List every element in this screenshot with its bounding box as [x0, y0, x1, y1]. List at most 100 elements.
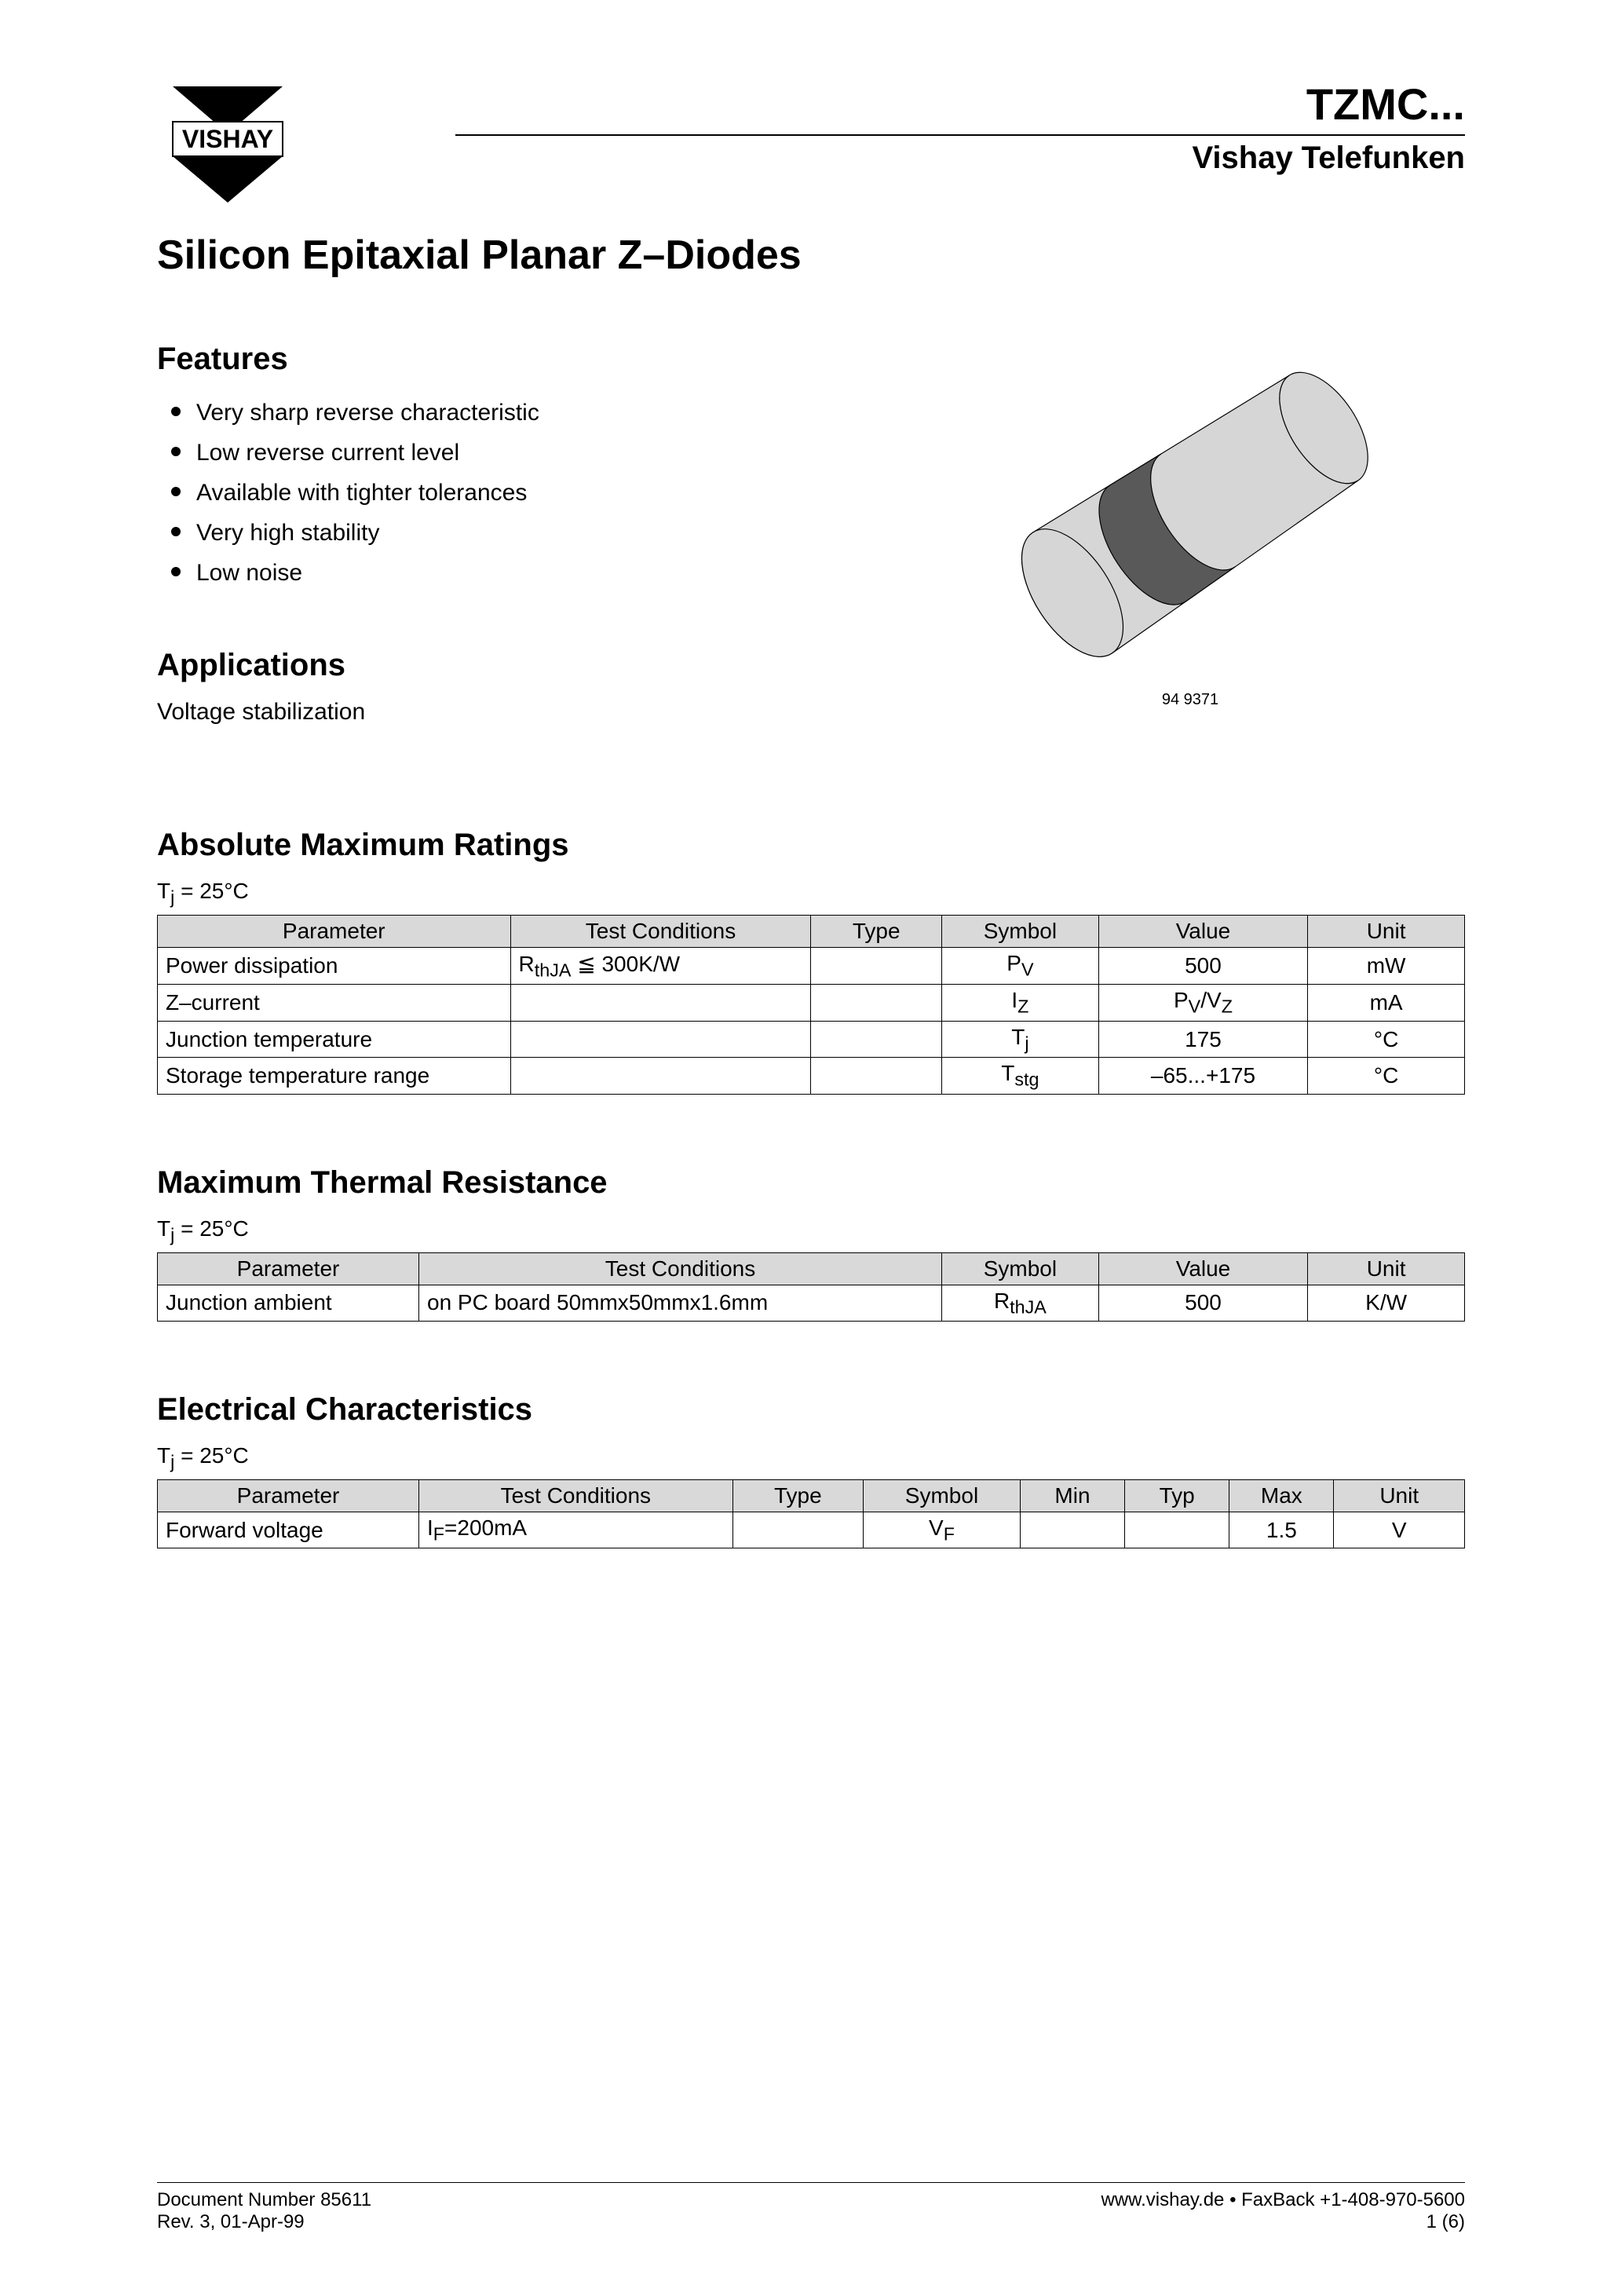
table-row: Junction temperature Tj175°C	[158, 1021, 1465, 1058]
table-header-cell: Type	[732, 1479, 864, 1512]
table-row: Forward voltageIF=200mA VF 1.5V	[158, 1512, 1465, 1548]
table-cell: IF=200mA	[419, 1512, 733, 1548]
table-cell: mA	[1308, 985, 1465, 1022]
table-cell: –65...+175	[1098, 1058, 1307, 1095]
table-header-cell: Unit	[1334, 1479, 1465, 1512]
table-cell	[1020, 1512, 1124, 1548]
table-header-cell: Symbol	[941, 915, 1098, 947]
mtr-section: Maximum Thermal Resistance Tj = 25°C Par…	[157, 1165, 1465, 1322]
table-cell: on PC board 50mmx50mmx1.6mm	[419, 1285, 942, 1322]
table-cell: K/W	[1308, 1285, 1465, 1322]
component-drawing	[947, 342, 1434, 671]
applications-heading: Applications	[157, 648, 915, 683]
ec-section: Electrical Characteristics Tj = 25°C Par…	[157, 1392, 1465, 1548]
doc-number: Document Number 85611	[157, 2189, 371, 2211]
amr-table: ParameterTest ConditionsTypeSymbolValueU…	[157, 915, 1465, 1095]
revision: Rev. 3, 01-Apr-99	[157, 2211, 371, 2233]
footer-left: Document Number 85611 Rev. 3, 01-Apr-99	[157, 2189, 371, 2233]
table-header-cell: Parameter	[158, 915, 511, 947]
table-cell: Tj	[941, 1021, 1098, 1058]
table-cell: 1.5	[1229, 1512, 1334, 1548]
table-cell: PV/VZ	[1098, 985, 1307, 1022]
footer-page: 1 (6)	[1101, 2211, 1465, 2233]
table-header-cell: Typ	[1125, 1479, 1229, 1512]
table-cell	[510, 985, 811, 1022]
component-image-area: 94 9371	[915, 342, 1465, 709]
title-area: TZMC... Vishay Telefunken	[298, 79, 1465, 176]
features-list: Very sharp reverse characteristic Low re…	[157, 393, 915, 593]
main-title: Silicon Epitaxial Planar Z–Diodes	[157, 232, 1465, 279]
table-cell: 500	[1098, 947, 1307, 985]
features-heading: Features	[157, 342, 915, 377]
footer-right: www.vishay.de • FaxBack +1-408-970-5600 …	[1101, 2189, 1465, 2233]
table-header-cell: Symbol	[942, 1252, 1099, 1285]
table-header-cell: Value	[1098, 1252, 1307, 1285]
table-cell: Z–current	[158, 985, 511, 1022]
table-cell: Tstg	[941, 1058, 1098, 1095]
table-cell	[811, 1021, 942, 1058]
footer-row: Document Number 85611 Rev. 3, 01-Apr-99 …	[157, 2189, 1465, 2233]
brand-subtitle: Vishay Telefunken	[298, 141, 1465, 176]
table-cell	[811, 947, 942, 985]
mtr-table: ParameterTest ConditionsSymbolValueUnit …	[157, 1252, 1465, 1322]
list-item: Available with tighter tolerances	[157, 473, 915, 513]
table-row: Z–current IZPV/VZmA	[158, 985, 1465, 1022]
table-cell: IZ	[941, 985, 1098, 1022]
table-cell: Junction ambient	[158, 1285, 419, 1322]
table-cell: Power dissipation	[158, 947, 511, 985]
table-cell: 175	[1098, 1021, 1307, 1058]
table-row: Power dissipationRthJA ≦ 300K/W PV500mW	[158, 947, 1465, 985]
applications-text: Voltage stabilization	[157, 699, 915, 726]
table-header-cell: Unit	[1308, 915, 1465, 947]
table-header-cell: Test Conditions	[419, 1479, 733, 1512]
top-content-row: Features Very sharp reverse characterist…	[157, 342, 1465, 757]
footer: Document Number 85611 Rev. 3, 01-Apr-99 …	[157, 2182, 1465, 2233]
ec-table: ParameterTest ConditionsTypeSymbolMinTyp…	[157, 1479, 1465, 1549]
table-cell	[510, 1021, 811, 1058]
footer-rule	[157, 2182, 1465, 2183]
table-cell: Storage temperature range	[158, 1058, 511, 1095]
table-row: Storage temperature range Tstg–65...+175°…	[158, 1058, 1465, 1095]
list-item: Low reverse current level	[157, 433, 915, 473]
ec-condition: Tj = 25°C	[157, 1443, 1465, 1473]
amr-section: Absolute Maximum Ratings Tj = 25°C Param…	[157, 828, 1465, 1095]
list-item: Very sharp reverse characteristic	[157, 393, 915, 433]
header-rule	[455, 134, 1465, 136]
part-number: TZMC...	[298, 79, 1465, 130]
table-header-cell: Max	[1229, 1479, 1334, 1512]
image-caption: 94 9371	[915, 691, 1465, 709]
footer-web: www.vishay.de • FaxBack +1-408-970-5600	[1101, 2189, 1465, 2211]
table-header-cell: Unit	[1308, 1252, 1465, 1285]
table-cell: °C	[1308, 1021, 1465, 1058]
amr-heading: Absolute Maximum Ratings	[157, 828, 1465, 863]
table-header-cell: Parameter	[158, 1479, 419, 1512]
table-cell: mW	[1308, 947, 1465, 985]
mtr-heading: Maximum Thermal Resistance	[157, 1165, 1465, 1201]
table-cell	[732, 1512, 864, 1548]
table-cell	[811, 985, 942, 1022]
table-cell: VF	[864, 1512, 1021, 1548]
table-header-cell: Min	[1020, 1479, 1124, 1512]
vishay-logo: VISHAY	[157, 79, 298, 208]
table-cell: Junction temperature	[158, 1021, 511, 1058]
table-header-cell: Value	[1098, 915, 1307, 947]
table-cell	[510, 1058, 811, 1095]
ec-heading: Electrical Characteristics	[157, 1392, 1465, 1428]
table-cell: PV	[941, 947, 1098, 985]
table-cell: Forward voltage	[158, 1512, 419, 1548]
list-item: Low noise	[157, 553, 915, 593]
list-item: Very high stability	[157, 513, 915, 553]
table-header-cell: Test Conditions	[510, 915, 811, 947]
table-cell	[811, 1058, 942, 1095]
left-column: Features Very sharp reverse characterist…	[157, 342, 915, 757]
table-cell: °C	[1308, 1058, 1465, 1095]
table-cell: RthJA	[942, 1285, 1099, 1322]
table-cell: V	[1334, 1512, 1465, 1548]
table-header-cell: Parameter	[158, 1252, 419, 1285]
header: VISHAY TZMC... Vishay Telefunken	[157, 79, 1465, 208]
table-cell: RthJA ≦ 300K/W	[510, 947, 811, 985]
table-cell: 500	[1098, 1285, 1307, 1322]
table-header-cell: Test Conditions	[419, 1252, 942, 1285]
table-row: Junction ambienton PC board 50mmx50mmx1.…	[158, 1285, 1465, 1322]
amr-condition: Tj = 25°C	[157, 879, 1465, 909]
